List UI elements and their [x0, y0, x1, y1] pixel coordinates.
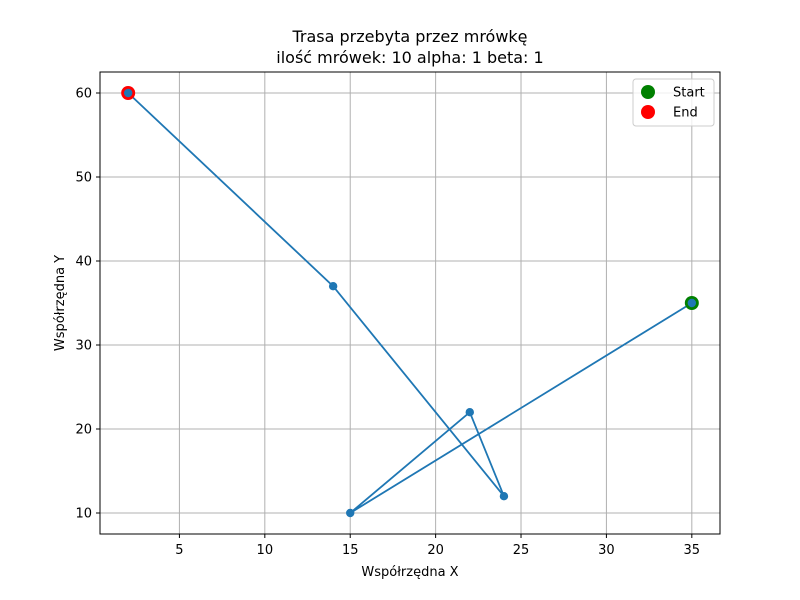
- chart-subtitle: ilość mrówek: 10 alpha: 1 beta: 1: [276, 48, 543, 67]
- legend-label-end: End: [673, 106, 698, 121]
- route-point-overlay: [123, 88, 133, 98]
- series-layer: [121, 86, 699, 518]
- legend: Start End: [632, 78, 715, 127]
- chart-title: Trasa przebyta przez mrówkę: [291, 27, 527, 46]
- route-line: [127, 92, 693, 514]
- axis-ticks: 5 10 15 20 25 30 35 10 20 30 40 50 60: [75, 87, 700, 559]
- y-tick-label: 30: [75, 339, 92, 354]
- route-point: [328, 282, 338, 291]
- x-tick-label: 5: [175, 543, 183, 558]
- x-tick-label: 15: [342, 543, 359, 558]
- y-tick-label: 60: [75, 87, 92, 102]
- x-axis-label: Współrzędna X: [361, 565, 458, 580]
- legend-label-start: Start: [673, 86, 705, 101]
- y-tick-label: 10: [75, 507, 92, 522]
- y-axis-label: Współrzędna Y: [53, 255, 68, 351]
- y-tick-label: 40: [75, 255, 92, 270]
- y-tick-label: 20: [75, 423, 92, 438]
- route-point: [465, 408, 474, 417]
- route-point-overlay: [687, 298, 697, 308]
- x-tick-label: 35: [684, 543, 701, 558]
- x-tick-label: 10: [257, 543, 274, 558]
- x-tick-label: 20: [427, 543, 444, 558]
- grid: [100, 72, 720, 534]
- legend-swatch-start: [641, 85, 655, 99]
- legend-swatch-end: [641, 105, 655, 119]
- y-tick-label: 50: [75, 171, 92, 186]
- x-tick-label: 25: [513, 543, 530, 558]
- route-point: [346, 508, 355, 518]
- route-point: [499, 492, 509, 501]
- x-tick-label: 30: [598, 543, 615, 558]
- plot-area-frame: [99, 71, 721, 535]
